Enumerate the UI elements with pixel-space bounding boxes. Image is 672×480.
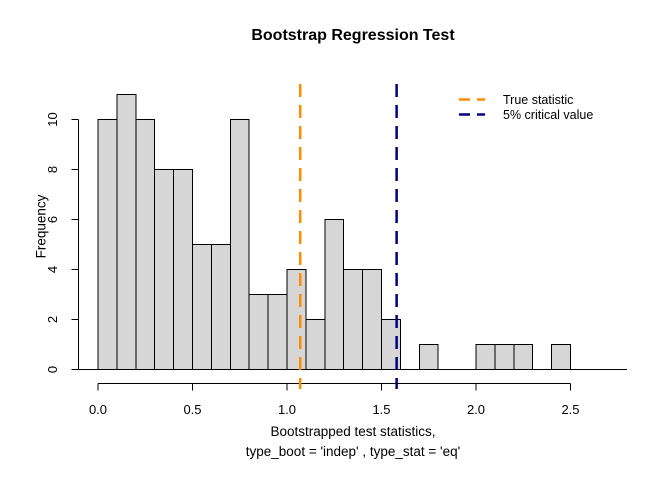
histogram-bar [154,169,175,370]
histogram-bar [116,94,137,370]
legend-item-true-statistic: True statistic [459,92,593,107]
x-axis-label: Bootstrapped test statistics, type_boot … [79,422,627,462]
legend-label: 5% critical value [503,107,594,122]
x-axis-label-line2: type_boot = 'indep' , type_stat = 'eq' [245,444,461,459]
y-tick-label: 10 [45,112,60,126]
legend-label: True statistic [503,92,574,107]
x-tick-label: 2.0 [467,402,485,417]
histogram-bar [97,119,118,370]
histogram-bar [286,269,307,370]
legend-item-critical-value: 5% critical value [459,107,593,122]
histogram-bar [324,219,345,370]
histogram-bar [418,344,439,370]
histogram-bar [362,269,383,370]
histogram-bar [248,294,269,370]
y-tick-label: 4 [45,266,60,273]
histogram-bar [343,269,364,370]
histogram-bar [192,244,212,370]
legend: True statistic 5% critical value [459,92,593,122]
x-axis-label-line1: Bootstrapped test statistics, [270,424,436,439]
chart-title: Bootstrap Regression Test [251,27,455,44]
histogram-bar [229,119,250,370]
dashed-line-swatch-orange [459,98,485,101]
histogram-bar [475,344,496,370]
x-tick-label: 0.5 [183,402,201,417]
histogram-bar [551,344,571,370]
histogram-bar [173,169,194,370]
histogram-bar [513,344,534,370]
histogram-bar [210,244,231,370]
histogram-bar [494,344,515,370]
histogram-bar [267,294,288,370]
x-tick-label: 2.5 [561,402,579,417]
y-tick-label: 8 [45,166,60,173]
x-tick-label: 1.5 [372,402,390,417]
x-tick-label: 0.0 [89,402,107,417]
x-tick-label: 1.0 [278,402,296,417]
y-tick-label: 2 [45,316,60,323]
histogram-bar [135,119,156,370]
y-tick-label: 6 [45,216,60,223]
histogram-bar [305,319,326,370]
y-tick-label: 0 [45,366,60,373]
dashed-line-swatch-navy [459,113,485,116]
